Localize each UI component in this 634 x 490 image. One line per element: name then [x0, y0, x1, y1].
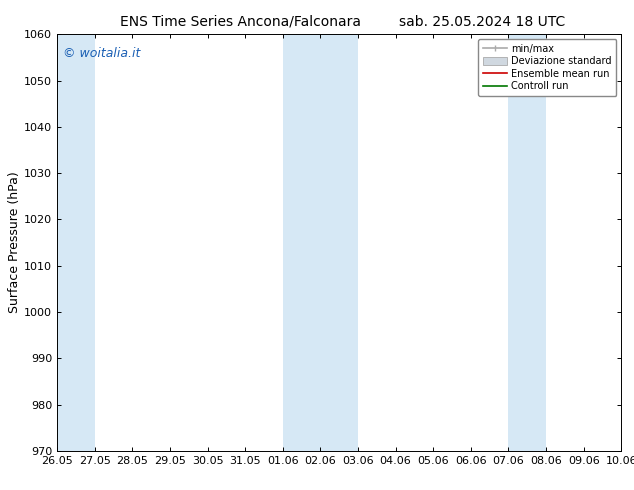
Bar [508, 34, 546, 451]
Text: © woitalia.it: © woitalia.it [63, 47, 140, 60]
Text: sab. 25.05.2024 18 UTC: sab. 25.05.2024 18 UTC [399, 15, 565, 29]
Bar [283, 34, 358, 451]
Text: ENS Time Series Ancona/Falconara: ENS Time Series Ancona/Falconara [120, 15, 361, 29]
Bar [57, 34, 94, 451]
Legend: min/max, Deviazione standard, Ensemble mean run, Controll run: min/max, Deviazione standard, Ensemble m… [478, 39, 616, 96]
Y-axis label: Surface Pressure (hPa): Surface Pressure (hPa) [8, 172, 22, 314]
